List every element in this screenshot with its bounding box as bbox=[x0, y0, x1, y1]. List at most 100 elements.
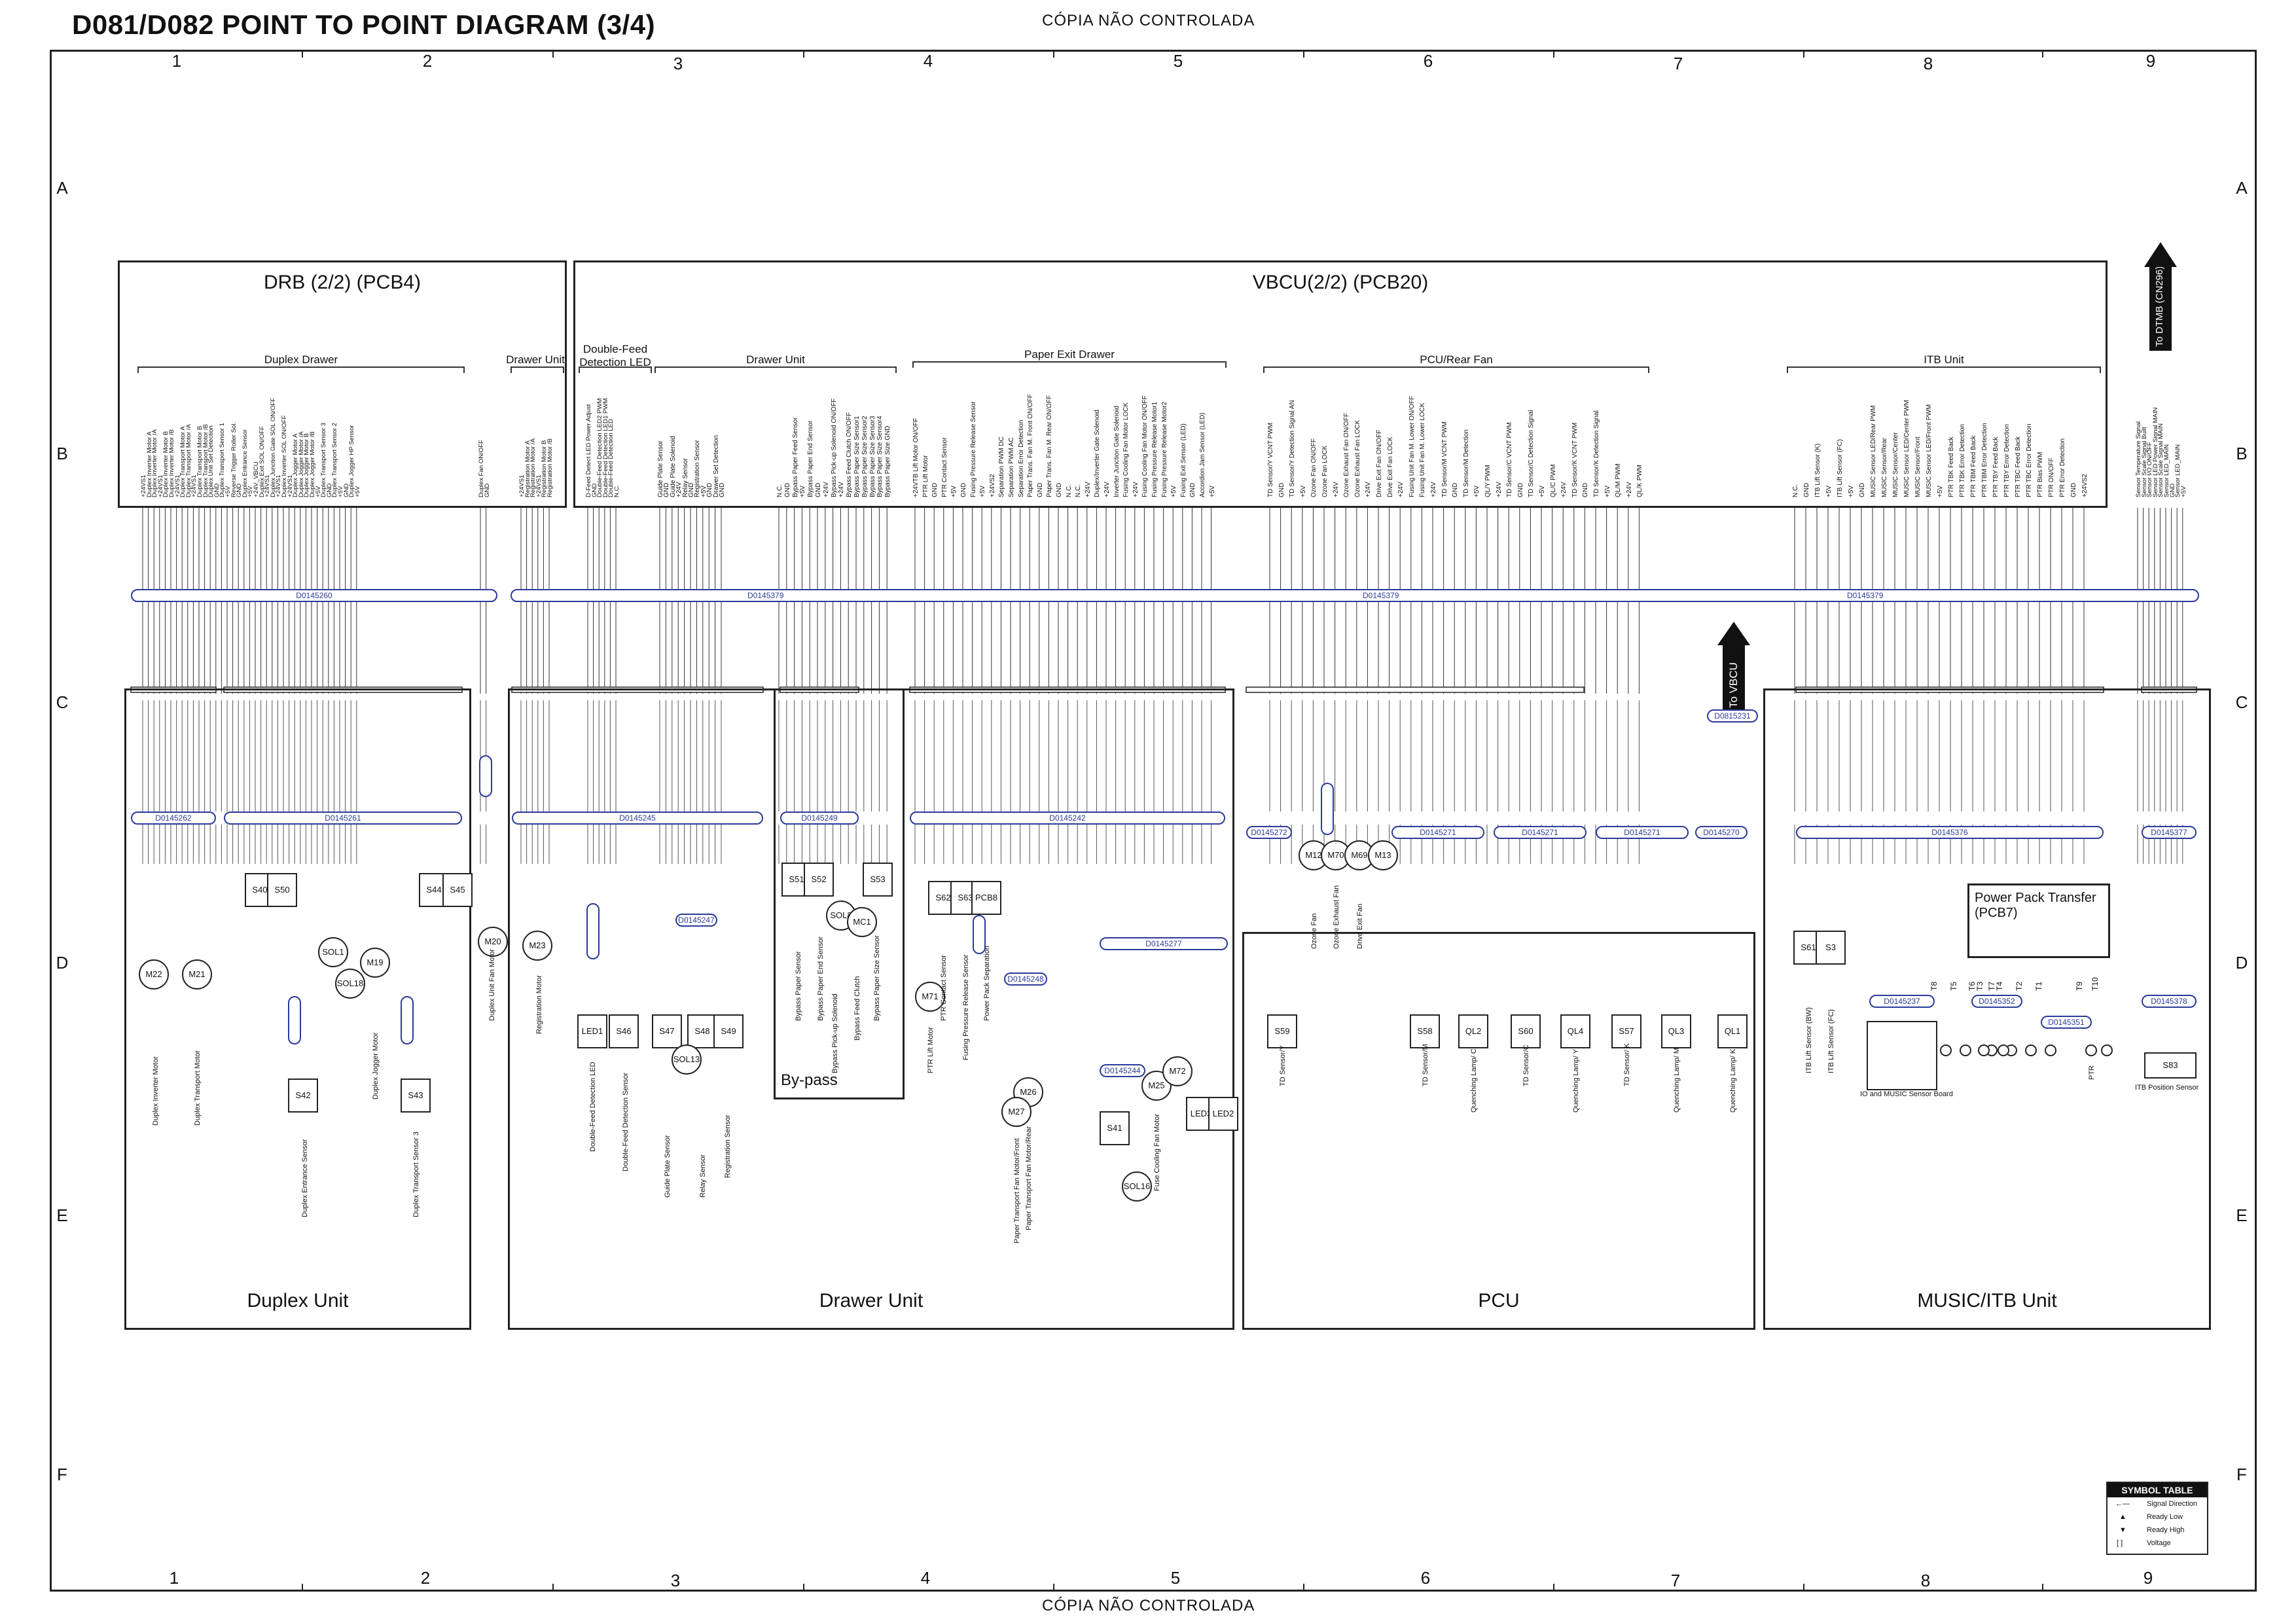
component-m22: M22 bbox=[139, 959, 169, 990]
harness: D0145272 bbox=[1246, 826, 1292, 839]
pcu-box: PCU bbox=[1242, 932, 1755, 1330]
component-s57: S57 bbox=[1611, 1014, 1641, 1048]
col-label-top: 4 bbox=[923, 51, 933, 71]
transfer-terminal-label: T3 bbox=[1975, 981, 1984, 991]
symbol-row: ▼ Ready High bbox=[2108, 1524, 2207, 1537]
component-label-m69: Drive Exit Fan bbox=[1356, 903, 1364, 949]
duplex-unit-label: Duplex Unit bbox=[247, 1290, 349, 1311]
component-label-m12: Ozone Fan bbox=[1310, 913, 1318, 949]
col-label-top: 8 bbox=[1923, 54, 1933, 73]
transfer-terminal bbox=[2085, 1044, 2097, 1056]
harness: D0145244 bbox=[1100, 1064, 1145, 1077]
music-itb-label: MUSIC/ITB Unit bbox=[1917, 1290, 2057, 1311]
col-label-bottom: 4 bbox=[920, 1568, 931, 1588]
component-ql4: QL4 bbox=[1560, 1014, 1590, 1048]
row-label-right: D bbox=[2235, 953, 2248, 972]
harness: D0145271 bbox=[1596, 826, 1689, 839]
transfer-terminal bbox=[2045, 1044, 2056, 1056]
component-m71: M71 bbox=[915, 982, 945, 1012]
harness-vertical bbox=[479, 755, 492, 797]
sensor-board-box bbox=[1867, 1021, 1937, 1090]
symbol-row-label: Voltage bbox=[2147, 1539, 2171, 1547]
to-dtmb-arrow: To DTMB (CN296) bbox=[2149, 266, 2172, 351]
symbol-table-title: SYMBOL TABLE bbox=[2108, 1483, 2207, 1497]
component-label-s42: Duplex Entrance Sensor bbox=[301, 1139, 309, 1217]
symbol-row: ←— Signal Direction bbox=[2108, 1497, 2207, 1510]
grid-tick bbox=[1303, 50, 1304, 58]
grid-tick bbox=[803, 1584, 804, 1592]
transfer-terminal bbox=[1960, 1044, 1971, 1056]
col-label-bottom: 1 bbox=[169, 1568, 179, 1588]
component-label-s3: ITB Lift Sensor (FC) bbox=[1827, 1009, 1835, 1073]
voltage-icon: [ ] bbox=[2117, 1539, 2123, 1547]
harness-vertical bbox=[973, 915, 986, 954]
col-label-top: 6 bbox=[1423, 51, 1433, 71]
transfer-terminal-label: T2 bbox=[2015, 981, 2024, 991]
row-label-left: B bbox=[56, 444, 68, 463]
component-label-ql4: Quenching Lamp/ Y bbox=[1572, 1048, 1580, 1113]
transfer-terminal-label: T4 bbox=[1995, 981, 2004, 991]
power-pack-label: Power Pack Transfer (PCB7) bbox=[1975, 891, 2096, 920]
symbol-row-label: Ready Low bbox=[2147, 1513, 2183, 1521]
row-label-right: B bbox=[2236, 444, 2248, 463]
component-m27: M27 bbox=[1001, 1097, 1031, 1127]
component-label-s60: TD Sensor/C bbox=[1522, 1044, 1530, 1086]
col-label-bottom: 8 bbox=[1920, 1571, 1931, 1590]
sensor-board-label: IO and MUSIC Sensor Board bbox=[1860, 1090, 1953, 1098]
component-s47: S47 bbox=[652, 1014, 682, 1048]
symbol-row: [ ] Voltage bbox=[2108, 1537, 2207, 1550]
component-m20: M20 bbox=[478, 927, 508, 957]
component-label-s47: Guide Plate Sensor bbox=[664, 1135, 672, 1198]
component-s52: S52 bbox=[804, 863, 834, 897]
component-label-bypass5: Bypass Paper Size Sensor bbox=[873, 935, 881, 1021]
vbcu-pcb-box: VBCU(2/2) (PCB20) bbox=[573, 260, 2108, 508]
col-label-top: 7 bbox=[1673, 54, 1683, 73]
grid-tick bbox=[1553, 1584, 1554, 1592]
harness: D0145351 bbox=[2041, 1016, 2092, 1029]
group-label-duplex-drawer: Duplex Drawer bbox=[264, 353, 338, 366]
group-bracket bbox=[1787, 366, 2101, 373]
component-label-bypass1: Bypass Paper Sensor bbox=[795, 951, 802, 1021]
grid-tick bbox=[302, 50, 303, 58]
harness: D0145249 bbox=[780, 812, 859, 825]
component-m72: M72 bbox=[1162, 1056, 1193, 1086]
transfer-terminal-label: T5 bbox=[1949, 981, 1958, 991]
group-label-pcu-rear-fan: PCU/Rear Fan bbox=[1420, 353, 1493, 366]
component-label-bypass3: Bypass Pick-up Solenoid bbox=[831, 993, 839, 1073]
component-label-s46: Double-Feed Detection Sensor bbox=[622, 1072, 630, 1171]
component-s59: S59 bbox=[1267, 1014, 1297, 1048]
grid-tick bbox=[2042, 50, 2043, 58]
grid-tick bbox=[552, 1584, 554, 1592]
component-mc1: MC1 bbox=[847, 907, 877, 937]
harness: D0145248 bbox=[1004, 972, 1047, 986]
component-s58: S58 bbox=[1410, 1014, 1440, 1048]
harness-main-vbcu-label: D0145379 bbox=[747, 591, 784, 600]
group-label-drawer-unit-drb: Drawer Unit bbox=[506, 353, 565, 366]
component-label-bypass2: Bypass Paper End Sensor bbox=[817, 936, 825, 1021]
harness: D0145277 bbox=[1100, 937, 1228, 950]
component-s46: S46 bbox=[609, 1014, 639, 1048]
row-label-right: C bbox=[2235, 692, 2248, 712]
symbol-row-label: Ready High bbox=[2147, 1526, 2185, 1534]
group-bracket bbox=[579, 366, 652, 373]
component-label-s48: Relay Sensor bbox=[699, 1154, 707, 1198]
component-label-pcb8: Power Pack Separation bbox=[983, 946, 991, 1021]
harness: D0145262 bbox=[131, 812, 216, 825]
signal-direction-icon: ←— bbox=[2115, 1500, 2130, 1508]
harness: D0815231 bbox=[1707, 709, 1758, 722]
harness: D0145242 bbox=[910, 812, 1225, 825]
to-dtmb-arrowhead bbox=[2144, 242, 2177, 267]
ready-high-icon: ▼ bbox=[2119, 1526, 2126, 1534]
harness-main-drb: D0145260 bbox=[131, 589, 497, 602]
harness-vertical bbox=[288, 996, 301, 1044]
row-label-left: D bbox=[56, 953, 69, 972]
transfer-terminal-label: T1 bbox=[2034, 981, 2043, 991]
component-label-s63: Fusing Pressure Release Sensor bbox=[962, 954, 970, 1060]
drb-pcb-title: DRB (2/2) (PCB4) bbox=[263, 272, 422, 293]
harness: D0145237 bbox=[1869, 995, 1935, 1008]
grid-tick bbox=[1803, 50, 1804, 58]
component-led1: LED1 bbox=[577, 1014, 607, 1048]
col-label-bottom: 5 bbox=[1170, 1568, 1181, 1588]
component-s53: S53 bbox=[863, 863, 893, 897]
transfer-terminal bbox=[1998, 1044, 2009, 1056]
